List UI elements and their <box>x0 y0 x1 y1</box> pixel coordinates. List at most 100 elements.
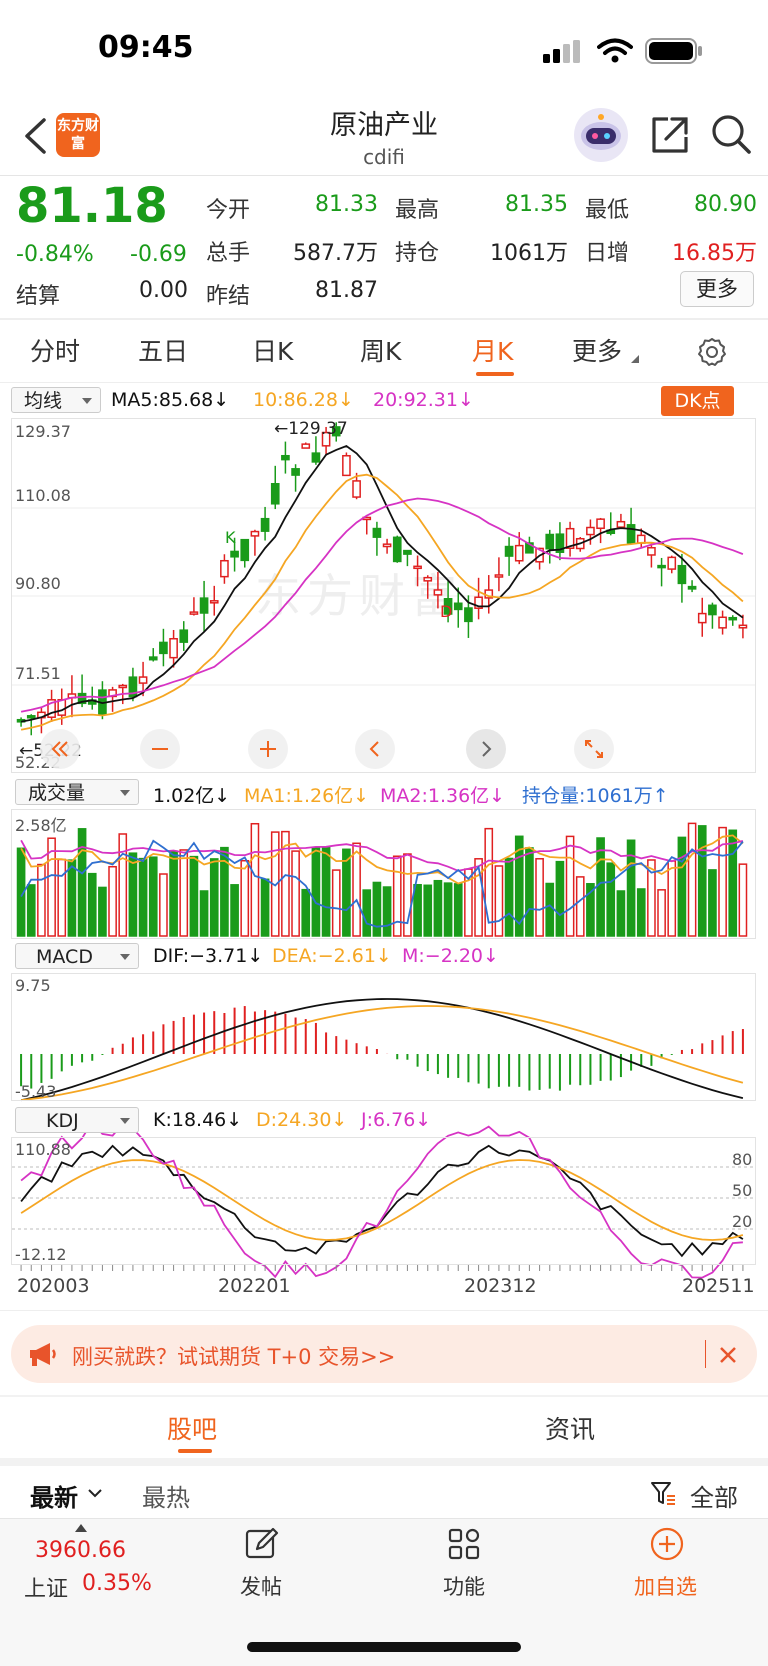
close-banner-icon[interactable] <box>718 1345 738 1365</box>
volume-bar <box>423 884 433 937</box>
candle-body <box>382 543 392 548</box>
volume-bar <box>636 888 646 937</box>
tab-monthly-k[interactable]: 月K <box>472 337 514 366</box>
filter-hot[interactable]: 最热 <box>142 1484 190 1512</box>
candle-body <box>687 585 697 590</box>
volume-bar <box>657 889 666 937</box>
tab-guba[interactable]: 股吧 <box>167 1415 218 1444</box>
filter-funnel-icon[interactable] <box>650 1480 676 1506</box>
field-value-prev-settle: 81.87 <box>315 278 378 303</box>
tab-news[interactable]: 资讯 <box>545 1415 596 1444</box>
volume-bar <box>362 889 372 937</box>
volume-bar <box>484 827 494 937</box>
open-interest-value: 持仓量:1061万↑ <box>522 785 669 807</box>
volume-chart-frame <box>11 809 756 939</box>
main-y-label-1: 129.37 <box>15 422 71 441</box>
scroll-right-button[interactable] <box>466 729 506 769</box>
chevron-down-icon <box>88 1489 102 1498</box>
volume-bar <box>87 872 97 937</box>
candle-body <box>342 455 351 477</box>
chart-settings-gear-icon[interactable] <box>697 337 727 367</box>
change-value: -0.69 <box>130 242 187 267</box>
index-value[interactable]: 3960.66 <box>35 1538 126 1563</box>
candle-body <box>260 517 270 532</box>
more-quote-button[interactable]: 更多 <box>680 271 754 307</box>
main-y-label-4: 71.51 <box>15 664 61 683</box>
nav-add-watchlist[interactable]: 加自选 <box>634 1575 697 1599</box>
promo-banner[interactable] <box>11 1325 757 1383</box>
kdj-ref-80: 80 <box>732 1150 753 1169</box>
field-value-low: 80.90 <box>694 192 757 217</box>
volume-bar <box>708 869 717 937</box>
candle-body <box>57 698 67 716</box>
candle-body <box>677 564 687 585</box>
share-icon[interactable] <box>650 115 690 155</box>
candle-body <box>321 431 331 447</box>
kdj-ref-20: 20 <box>732 1212 753 1231</box>
kdj-y-bottom: -12.12 <box>15 1245 67 1264</box>
kdj-y-top: 110.88 <box>15 1140 71 1159</box>
field-label-volume: 总手 <box>206 241 251 266</box>
candle-body <box>596 518 605 530</box>
candle-body <box>301 443 311 449</box>
index-change[interactable]: 0.35% <box>82 1571 152 1596</box>
main-kline-chart[interactable] <box>0 0 768 1300</box>
promo-banner-text[interactable]: 刚买就跌？试试期货 T+0 交易>> <box>72 1345 396 1369</box>
candle-body <box>118 684 128 689</box>
fullscreen-button[interactable] <box>574 729 614 769</box>
volume-bar <box>47 837 56 937</box>
volume-bar <box>159 873 168 937</box>
volume-bar <box>138 857 148 937</box>
status-time: 09:45 <box>98 30 194 65</box>
volume-bar <box>474 858 483 937</box>
d-marker: D <box>440 602 453 621</box>
home-indicator <box>247 1642 521 1652</box>
volume-bar <box>301 888 311 937</box>
filter-latest[interactable]: 最新 <box>30 1484 78 1512</box>
macd-dea-line <box>21 1005 744 1101</box>
post-edit-icon[interactable] <box>245 1527 279 1561</box>
volume-bar <box>281 830 290 937</box>
candle-body <box>281 454 290 461</box>
candle-body <box>77 692 87 705</box>
ma5-value: MA5:85.68↓ <box>111 389 230 411</box>
volume-ma1: MA1:1.26亿↓ <box>244 785 370 807</box>
volume-bar <box>37 863 46 937</box>
tab-more[interactable]: 更多 <box>572 337 623 366</box>
add-watchlist-plus-icon[interactable] <box>650 1527 684 1561</box>
candle-body <box>464 607 473 623</box>
search-icon[interactable] <box>710 113 752 155</box>
candle-body <box>138 676 148 684</box>
volume-bar <box>108 865 117 937</box>
volume-selector[interactable]: 成交量 <box>15 779 139 805</box>
nav-post[interactable]: 发帖 <box>240 1575 282 1599</box>
main-y-label-3: 90.80 <box>15 574 61 593</box>
tab-intraday[interactable]: 分时 <box>30 337 81 366</box>
tab-five-day[interactable]: 五日 <box>138 337 189 366</box>
nav-functions[interactable]: 功能 <box>443 1575 485 1599</box>
candle-body <box>565 527 575 549</box>
dk-point-button[interactable]: DK点 <box>661 386 734 416</box>
field-label-daily-add: 日增 <box>585 241 630 266</box>
tab-daily-k[interactable]: 日K <box>252 337 294 366</box>
index-name[interactable]: 上证 <box>24 1577 69 1602</box>
scroll-left-button[interactable] <box>355 729 395 769</box>
macd-selector[interactable]: MACD <box>15 943 139 969</box>
candle-body <box>392 536 402 563</box>
volume-bar <box>565 835 575 937</box>
volume-bar <box>209 858 219 937</box>
k-marker: K <box>225 528 236 547</box>
filter-all[interactable]: 全部 <box>690 1484 738 1512</box>
tab-weekly-k[interactable]: 周K <box>360 337 402 366</box>
candle-body <box>494 574 504 578</box>
candle-body <box>555 533 565 553</box>
field-value-volume: 587.7万 <box>293 241 378 266</box>
function-grid-icon[interactable] <box>447 1527 481 1561</box>
volume-bar <box>342 848 351 937</box>
ma-selector[interactable]: 均线 <box>11 387 101 413</box>
kdj-selector[interactable]: KDJ <box>15 1107 139 1133</box>
assistant-avatar-icon[interactable] <box>573 107 629 163</box>
volume-bar <box>311 847 321 937</box>
back-icon[interactable] <box>22 117 48 155</box>
candle-body <box>331 426 341 437</box>
